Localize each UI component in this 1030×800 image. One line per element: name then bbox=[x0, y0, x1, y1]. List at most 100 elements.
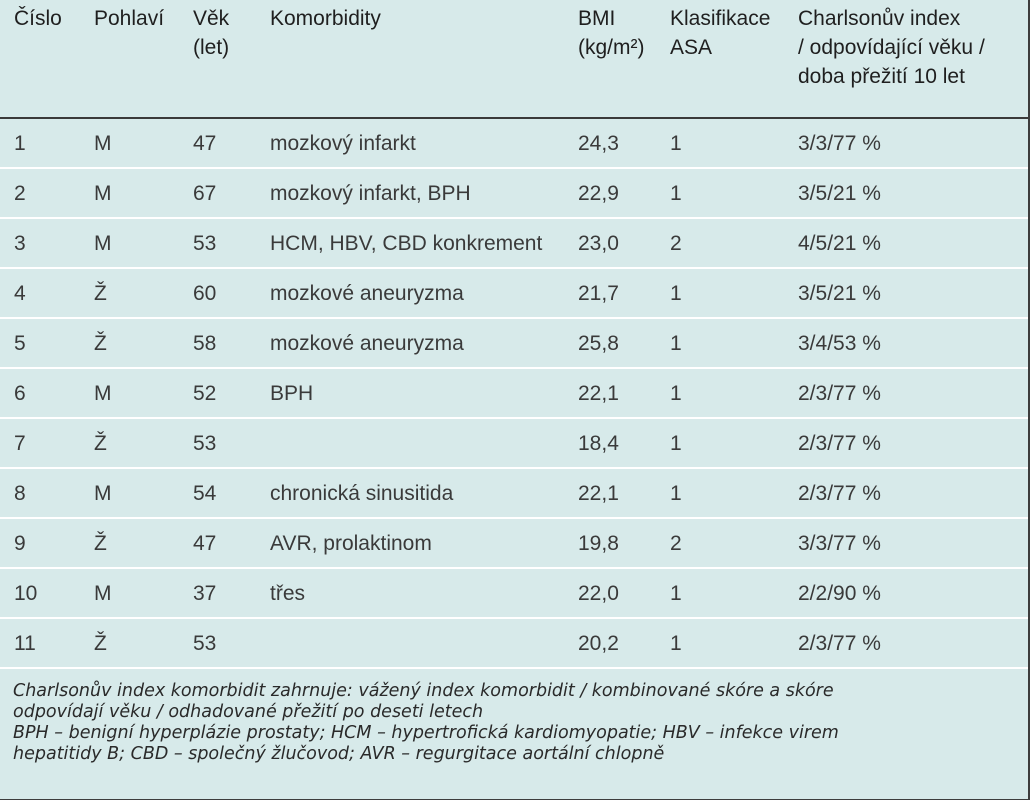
cell-bmi: 20,2 bbox=[578, 632, 619, 655]
cell-charlson: 3/4/53 % bbox=[798, 332, 881, 355]
cell-komorbidity: HCM, HBV, CBD konkrement bbox=[270, 232, 543, 255]
cell-charlson: 2/3/77 % bbox=[798, 432, 881, 455]
cell-vek: 47 bbox=[193, 132, 217, 155]
cell-charlson: 3/5/21 % bbox=[798, 182, 881, 205]
cell-cislo: 4 bbox=[14, 282, 26, 305]
cell-charlson: 2/3/77 % bbox=[798, 482, 881, 505]
footnote-line: odpovídají věku / odhadované přežití po … bbox=[13, 702, 484, 722]
table-row: 6 M 52 BPH 22,1 1 2/3/77 % bbox=[0, 369, 1028, 419]
cell-pohlavi: M bbox=[94, 182, 112, 205]
cell-vek: 37 bbox=[193, 582, 217, 605]
cell-cislo: 9 bbox=[14, 532, 26, 555]
footnotes: Charlsonův index komorbidit zahrnuje: vá… bbox=[13, 681, 1013, 765]
cell-asa: 1 bbox=[670, 282, 682, 305]
cell-bmi: 22,1 bbox=[578, 382, 619, 405]
cell-cislo: 6 bbox=[14, 382, 26, 405]
cell-cislo: 1 bbox=[14, 132, 26, 155]
table-row: 7 Ž 53 18,4 1 2/3/77 % bbox=[0, 419, 1028, 469]
cell-bmi: 25,8 bbox=[578, 332, 619, 355]
footnote-line: BPH – benigní hyperplázie prostaty; HCM … bbox=[13, 723, 839, 743]
cell-komorbidity: třes bbox=[270, 582, 306, 605]
cell-asa: 1 bbox=[670, 482, 682, 505]
cell-vek: 58 bbox=[193, 332, 217, 355]
cell-komorbidity: mozkové aneuryzma bbox=[270, 332, 464, 355]
cell-komorbidity: mozkový infarkt, BPH bbox=[270, 182, 471, 205]
cell-charlson: 2/3/77 % bbox=[798, 632, 881, 655]
table-row: 3 M 53 HCM, HBV, CBD konkrement 23,0 2 4/5/21 … bbox=[0, 219, 1028, 269]
cell-asa: 1 bbox=[670, 382, 682, 405]
cell-asa: 1 bbox=[670, 132, 682, 155]
table-row: 1 M 47 mozkový infarkt 24,3 1 3/3/77 % bbox=[0, 119, 1028, 169]
cell-asa: 2 bbox=[670, 232, 682, 255]
cell-bmi: 22,0 bbox=[578, 582, 619, 605]
cell-cislo: 10 bbox=[14, 582, 38, 605]
cell-pohlavi: M bbox=[94, 482, 112, 505]
cell-pohlavi: M bbox=[94, 582, 112, 605]
cell-cislo: 5 bbox=[14, 332, 26, 355]
cell-pohlavi: Ž bbox=[94, 632, 107, 655]
table-row: 11 Ž 53 20,2 1 2/3/77 % bbox=[0, 619, 1028, 669]
cell-komorbidity: AVR, prolaktinom bbox=[270, 532, 432, 555]
cell-komorbidity: mozkové aneuryzma bbox=[270, 282, 464, 305]
cell-bmi: 24,3 bbox=[578, 132, 619, 155]
cell-pohlavi: Ž bbox=[94, 532, 107, 555]
cell-bmi: 22,9 bbox=[578, 182, 619, 205]
cell-komorbidity: BPH bbox=[270, 382, 314, 405]
cell-vek: 60 bbox=[193, 282, 217, 305]
table-row: 8 M 54 chronická sinusitida 22,1 1 2/3/77 % bbox=[0, 469, 1028, 519]
cell-vek: 52 bbox=[193, 382, 217, 405]
table-row: 2 M 67 mozkový infarkt, BPH 22,9 1 3/5/21 % bbox=[0, 169, 1028, 219]
header-komorbidity: Komorbidity bbox=[270, 7, 381, 30]
cell-bmi: 19,8 bbox=[578, 532, 619, 555]
cell-pohlavi: M bbox=[94, 382, 112, 405]
table-row: 10 M 37 třes 22,0 1 2/2/90 % bbox=[0, 569, 1028, 619]
header-vek: Věk (let) bbox=[193, 7, 230, 59]
cell-asa: 1 bbox=[670, 332, 682, 355]
table-row: 9 Ž 47 AVR, prolaktinom 19,8 2 3/3/77 % bbox=[0, 519, 1028, 569]
cell-vek: 53 bbox=[193, 232, 217, 255]
cell-vek: 54 bbox=[193, 482, 217, 505]
cell-charlson: 3/5/21 % bbox=[798, 282, 881, 305]
table-row: 5 Ž 58 mozkové aneuryzma 25,8 1 3/4/53 % bbox=[0, 319, 1028, 369]
header-asa: Klasifikace ASA bbox=[670, 7, 771, 59]
cell-asa: 1 bbox=[670, 182, 682, 205]
cell-cislo: 7 bbox=[14, 432, 26, 455]
cell-vek: 53 bbox=[193, 632, 217, 655]
cell-cislo: 8 bbox=[14, 482, 26, 505]
cell-vek: 53 bbox=[193, 432, 217, 455]
cell-pohlavi: Ž bbox=[94, 332, 107, 355]
footnote-line: hepatitidy B; CBD – společný žlučovod; A… bbox=[13, 744, 665, 764]
table-header: Číslo Pohlaví Věk (let) Komorbidity BMI … bbox=[0, 0, 1028, 119]
cell-bmi: 21,7 bbox=[578, 282, 619, 305]
header-charlson: Charlsonův index / odpovídající věku / d… bbox=[798, 7, 985, 88]
header-pohlavi: Pohlaví bbox=[94, 7, 165, 30]
cell-asa: 1 bbox=[670, 632, 682, 655]
cell-pohlavi: Ž bbox=[94, 282, 107, 305]
header-cislo: Číslo bbox=[14, 7, 62, 30]
cell-komorbidity: mozkový infarkt bbox=[270, 132, 416, 155]
cell-pohlavi: M bbox=[94, 232, 112, 255]
cell-vek: 47 bbox=[193, 532, 217, 555]
cell-charlson: 3/3/77 % bbox=[798, 132, 881, 155]
cell-asa: 1 bbox=[670, 582, 682, 605]
cell-charlson: 2/2/90 % bbox=[798, 582, 881, 605]
cell-charlson: 2/3/77 % bbox=[798, 382, 881, 405]
cell-komorbidity: chronická sinusitida bbox=[270, 482, 454, 505]
cell-pohlavi: Ž bbox=[94, 432, 107, 455]
cell-cislo: 11 bbox=[14, 632, 36, 655]
cell-bmi: 23,0 bbox=[578, 232, 619, 255]
footnote-line: Charlsonův index komorbidit zahrnuje: vá… bbox=[13, 681, 834, 701]
cell-vek: 67 bbox=[193, 182, 217, 205]
cell-pohlavi: M bbox=[94, 132, 112, 155]
cell-asa: 2 bbox=[670, 532, 682, 555]
table-row: 4 Ž 60 mozkové aneuryzma 21,7 1 3/5/21 % bbox=[0, 269, 1028, 319]
cell-cislo: 3 bbox=[14, 232, 26, 255]
cell-charlson: 4/5/21 % bbox=[798, 232, 881, 255]
cell-charlson: 3/3/77 % bbox=[798, 532, 881, 555]
header-bmi: BMI (kg/m²) bbox=[578, 7, 645, 59]
cell-bmi: 22,1 bbox=[578, 482, 619, 505]
cell-cislo: 2 bbox=[14, 182, 26, 205]
cell-bmi: 18,4 bbox=[578, 432, 619, 455]
cell-asa: 1 bbox=[670, 432, 682, 455]
